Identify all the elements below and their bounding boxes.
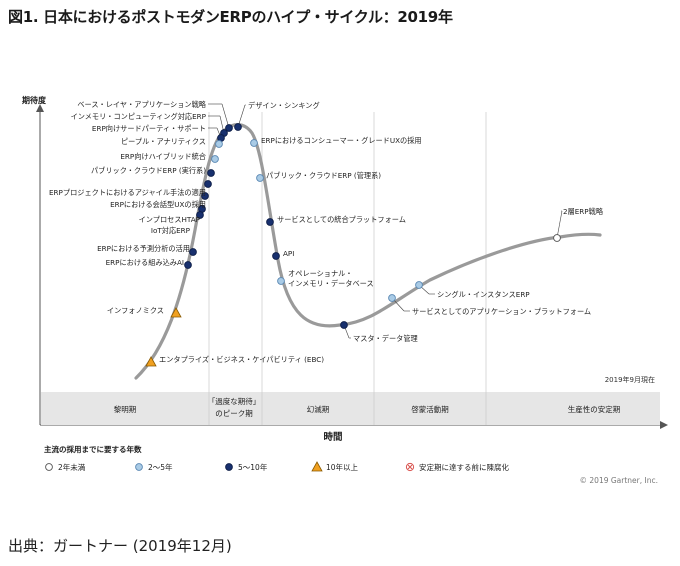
technology-marker bbox=[256, 174, 264, 182]
technology-label: ERPにおけるコンシューマー・グレードUXの採用 bbox=[261, 136, 422, 145]
technology-label: サービスとしての統合プラットフォーム bbox=[277, 215, 406, 224]
technology-marker bbox=[204, 180, 212, 188]
technology-label: API bbox=[283, 249, 294, 258]
technology-label: パブリック・クラウドERP (実行系) bbox=[91, 166, 206, 175]
technology-marker bbox=[388, 294, 396, 302]
x-axis-arrow bbox=[660, 421, 668, 429]
technology-marker bbox=[196, 211, 204, 219]
legend-marker bbox=[45, 463, 53, 471]
technology-label: ERPにおける会話型UXの採用 bbox=[110, 200, 206, 209]
leader-line bbox=[556, 210, 563, 239]
technology-label: マスタ・データ管理 bbox=[353, 334, 418, 343]
technology-label: 2層ERP戦略 bbox=[563, 207, 604, 216]
technology-marker bbox=[201, 192, 209, 200]
legend-title: 主流の採用までに要する年数 bbox=[44, 444, 142, 454]
technology-label: ERP向けハイブリッド統合 bbox=[120, 152, 206, 161]
legend-label: 5～10年 bbox=[238, 462, 268, 472]
technology-label: ピープル・アナリティクス bbox=[121, 137, 206, 146]
phase-label: 黎明期 bbox=[114, 404, 137, 414]
technology-label: パブリック・クラウドERP (管理系) bbox=[266, 171, 381, 180]
phase-label: 「過度な期待」のピーク期 bbox=[208, 396, 261, 418]
technology-marker bbox=[277, 277, 285, 285]
technology-label: ERP向けサードパーティ・サポート bbox=[92, 124, 206, 133]
technology-marker bbox=[272, 252, 280, 260]
y-axis-arrow bbox=[36, 104, 44, 112]
phase-label: 幻滅期 bbox=[307, 404, 330, 414]
technology-label: エンタプライズ・ビジネス・ケイパビリティ (EBC) bbox=[159, 355, 324, 364]
copyright: © 2019 Gartner, Inc. bbox=[580, 476, 658, 485]
technology-marker bbox=[250, 139, 258, 147]
phase-label: 啓蒙活動期 bbox=[411, 404, 449, 414]
technology-label: ERPプロジェクトにおけるアジャイル手法の適用 bbox=[49, 188, 206, 197]
technology-label: シングル・インスタンスERP bbox=[437, 290, 530, 299]
technology-points bbox=[145, 123, 561, 367]
phase-label: 生産性の安定期 bbox=[568, 404, 621, 414]
legend-marker bbox=[311, 461, 323, 472]
technology-marker bbox=[234, 123, 242, 131]
technology-marker bbox=[215, 140, 223, 148]
technology-label: オペレーショナル・インメモリ・データベース bbox=[288, 269, 374, 288]
legend-marker bbox=[225, 463, 233, 471]
technology-marker bbox=[189, 248, 197, 256]
technology-label: ベース・レイヤ・アプリケーション戦略 bbox=[77, 100, 206, 109]
technology-marker bbox=[211, 155, 219, 163]
technology-label: インプロセスHTAP bbox=[139, 215, 201, 224]
technology-label: インフォノミクス bbox=[107, 306, 164, 315]
legend-label: 2年未満 bbox=[58, 462, 86, 472]
leader-line bbox=[221, 103, 230, 129]
y-axis-label: 期待度 bbox=[22, 95, 47, 105]
legend-label: 安定期に達する前に陳腐化 bbox=[419, 462, 509, 472]
technology-marker bbox=[184, 261, 192, 269]
phase-band: 黎明期 「過度な期待」のピーク期 幻滅期 啓蒙活動期 生産性の安定期 bbox=[41, 112, 660, 425]
legend-label: 10年以上 bbox=[326, 462, 359, 472]
figure-title: 図1. 日本におけるポストモダンERPのハイプ・サイクル：2019年 bbox=[8, 8, 453, 26]
technology-label: ERPにおける予測分析の活用 bbox=[97, 244, 190, 253]
technology-label: インメモリ・コンピューティング対応ERP bbox=[71, 112, 207, 121]
x-axis-label: 時間 bbox=[323, 431, 342, 443]
source-caption: 出典：ガートナー (2019年12月) bbox=[8, 537, 232, 555]
technology-marker bbox=[340, 321, 348, 329]
phase-band-background bbox=[41, 392, 660, 425]
technology-marker bbox=[225, 124, 233, 132]
technology-marker bbox=[553, 234, 561, 242]
as-of-date: 2019年9月現在 bbox=[605, 375, 655, 384]
technology-label: ERPにおける組み込みAI bbox=[106, 258, 184, 267]
technology-marker bbox=[145, 356, 157, 367]
technology-label: デザイン・シンキング bbox=[248, 101, 320, 110]
technology-marker bbox=[207, 169, 215, 177]
legend-marker bbox=[405, 462, 415, 472]
technology-marker bbox=[266, 218, 274, 226]
legend-label: 2～5年 bbox=[148, 462, 173, 472]
technology-marker bbox=[170, 307, 182, 318]
legend: 主流の採用までに要する年数 2年未満 2～5年 5～10年 10年以上 安定期に達する前に… bbox=[44, 444, 509, 472]
technology-marker bbox=[415, 281, 423, 289]
technology-label: IoT対応ERP bbox=[151, 226, 191, 235]
technology-label: サービスとしてのアプリケーション・プラットフォーム bbox=[412, 307, 591, 316]
legend-marker bbox=[135, 463, 143, 471]
